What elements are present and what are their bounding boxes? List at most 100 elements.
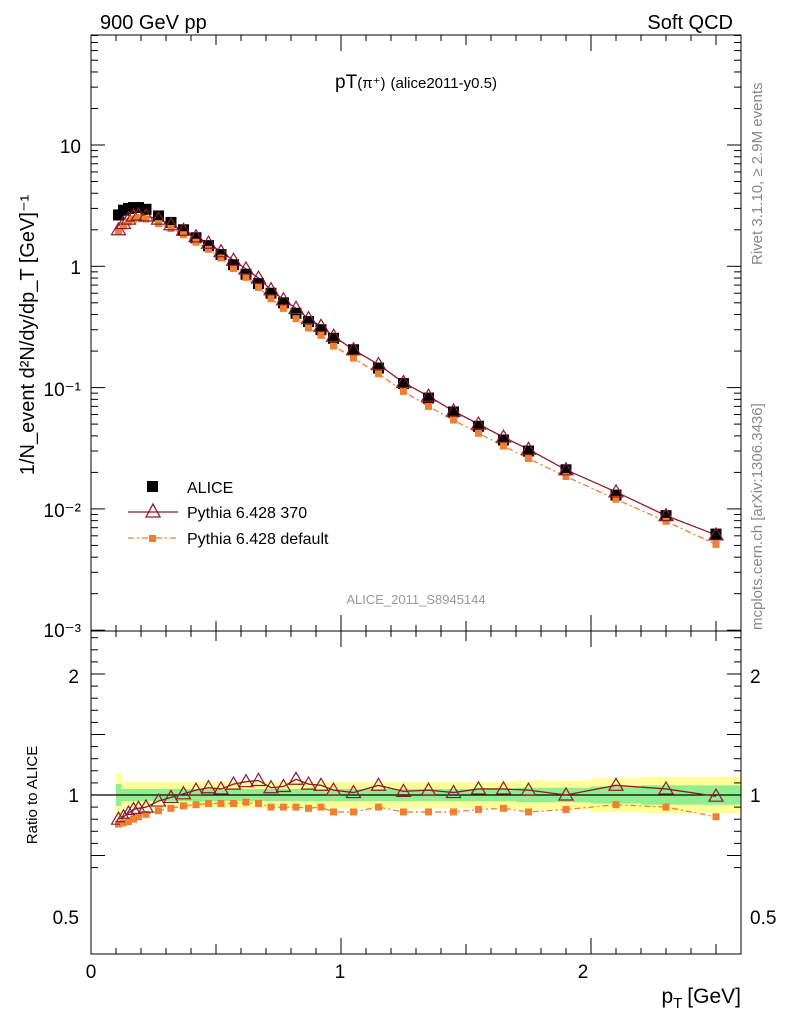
py370-point <box>275 291 292 306</box>
ratio-pydefault-point <box>712 813 720 821</box>
pydefault-point <box>450 416 457 424</box>
ratio-pydefault-point <box>142 810 150 818</box>
pydefault-point <box>230 264 237 272</box>
main-ytick-label-2: 10⁻¹ <box>44 380 82 401</box>
py370-point <box>420 387 437 402</box>
ratio-axis-ticks <box>90 631 742 954</box>
ratio-py370-point <box>150 792 167 807</box>
ratio-pydefault-point <box>120 819 127 827</box>
py370-point <box>162 216 180 231</box>
py370-point <box>607 483 625 498</box>
legend-marker-alice <box>147 481 158 492</box>
ratio-series <box>110 771 725 828</box>
ratio-ytick-label-1-right: 1 <box>750 786 761 807</box>
pydefault-point <box>400 387 407 395</box>
rivet-label: Rivet 3.1.10, ≥ 2.9M events <box>749 83 766 266</box>
legend-label-alice: ALICE <box>187 480 233 497</box>
ratio-py370-point <box>137 798 155 813</box>
alice-point <box>710 528 722 540</box>
ratio-pydefault-point <box>180 802 187 810</box>
alice-point <box>448 406 459 418</box>
py370-point <box>657 507 675 522</box>
pydefault-point <box>662 517 670 525</box>
py370-point <box>200 235 217 249</box>
ratio-pydefault-point <box>292 803 300 811</box>
ratio-py370-point <box>345 784 362 799</box>
ratio-pydefault-point <box>242 798 250 806</box>
ratio-pydefault-point <box>350 808 357 816</box>
ratio-py370-point <box>125 801 142 816</box>
ratio-pydefault-point <box>230 799 237 807</box>
legend-label-pydefault: Pythia 6.428 default <box>187 531 329 548</box>
ratio-py370-point <box>445 784 462 799</box>
x-axis-label-sub: T <box>673 995 682 1012</box>
ratio-pydefault-point <box>267 803 275 811</box>
alice-point <box>265 287 277 299</box>
ratio-py370-point <box>607 777 625 791</box>
header-right: Soft QCD <box>647 12 733 34</box>
ratio-py370-point <box>237 773 255 788</box>
legend-marker-pydefault <box>149 535 156 542</box>
main-axis-ticks <box>90 34 742 631</box>
ratio-py370-point <box>312 777 330 791</box>
ratio-pydefault-point <box>192 801 200 809</box>
ratio-py370-point <box>175 785 192 800</box>
pydefault-point <box>217 254 225 262</box>
ratio-pydefault-point <box>425 808 432 816</box>
analysis-id: ALICE_2011_S8945144 <box>346 592 485 607</box>
ratio-pydefault-point <box>400 808 407 816</box>
header-left: 900 GeV pp <box>100 12 207 34</box>
ratio-py370-point <box>300 775 317 790</box>
pydefault-point <box>280 304 287 312</box>
ratio-py370-point <box>212 780 230 795</box>
pydefault-point <box>562 472 570 480</box>
pydefault-point <box>305 324 312 332</box>
ratio-ytick-label-2-right: 2 <box>750 667 761 688</box>
pydefault-point <box>317 331 325 339</box>
py370-point <box>287 300 305 314</box>
legend-marker-py370 <box>144 502 162 518</box>
plot-title: pT(π⁺) (alice2011-y0.5) <box>335 72 497 93</box>
pydefault-point <box>425 402 432 410</box>
alice-point <box>523 445 534 457</box>
py370-point <box>237 260 255 275</box>
ratio-ytick-label-05: 0.5 <box>53 908 79 929</box>
py370-point <box>150 210 167 225</box>
pydefault-point <box>130 215 137 223</box>
pydefault-point <box>255 283 262 291</box>
alice-point <box>315 324 327 336</box>
ratio-pydefault-point <box>375 803 382 811</box>
py370-point <box>395 374 412 389</box>
ratio-bands <box>116 773 742 817</box>
py370-point <box>707 526 725 541</box>
pydefault-point <box>712 540 720 548</box>
ratio-py370-point <box>495 780 512 795</box>
pydefault-point <box>120 222 127 230</box>
ratio-py370-point <box>707 788 725 802</box>
pydefault-point <box>330 342 337 350</box>
main-ytick-label-1: 1 <box>70 258 81 279</box>
alice-point <box>660 510 672 522</box>
ratio-pydefault-point <box>317 803 325 811</box>
py370-point <box>250 269 267 284</box>
ratio-pydefault-point <box>562 806 570 814</box>
plot-title-main: pT <box>335 72 358 93</box>
py370-point <box>520 441 537 455</box>
mcplots-label: mcplots.cern.ch [arXiv:1306.3436] <box>749 403 766 630</box>
ratio-py370-point <box>187 781 205 796</box>
ratio-py370-point <box>275 778 292 793</box>
x-axis-label-unit: [GeV] <box>687 985 741 1008</box>
alice-point <box>278 297 289 309</box>
alice-point <box>165 216 177 228</box>
ratio-py370-point <box>262 779 280 794</box>
ratio-py370-point <box>370 777 387 791</box>
py370-point <box>130 206 147 221</box>
alice-point <box>153 210 164 222</box>
ratio-py370-point <box>325 781 342 796</box>
pydefault-point <box>612 495 620 503</box>
pydefault-point <box>475 429 482 437</box>
py370-point <box>262 281 280 296</box>
py370-point <box>445 402 462 417</box>
alice-point <box>203 240 214 252</box>
pydefault-point <box>242 273 250 281</box>
